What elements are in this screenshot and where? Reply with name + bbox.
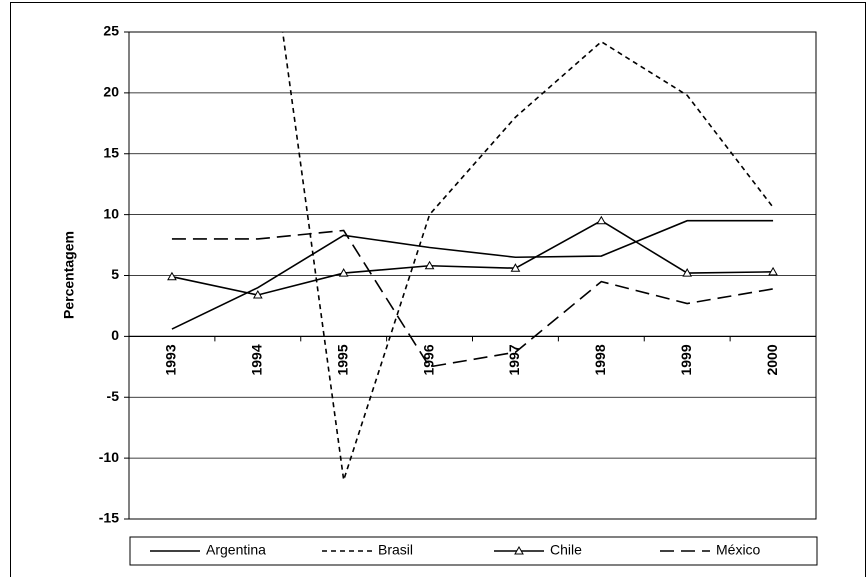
x-tick-label: 1997 xyxy=(506,344,522,375)
y-tick-label: 0 xyxy=(111,327,119,343)
marker xyxy=(596,215,607,225)
legend-marker xyxy=(514,545,524,555)
y-tick-label: 20 xyxy=(103,84,119,100)
series-line xyxy=(281,32,774,481)
plot-frame xyxy=(128,31,817,520)
y-tick-label: 25 xyxy=(103,23,119,39)
series-line xyxy=(171,219,774,330)
legend-label: Brasil xyxy=(378,542,413,558)
marker xyxy=(510,263,521,272)
y-tick-label: 15 xyxy=(103,144,119,160)
x-tick-label: 1995 xyxy=(334,344,350,375)
chart-frame xyxy=(10,2,866,577)
y-tick-label: -15 xyxy=(99,510,119,526)
legend-box xyxy=(129,536,818,566)
y-tick-label: -5 xyxy=(107,388,120,404)
y-tick-label: 5 xyxy=(111,266,119,282)
x-tick-label: 1994 xyxy=(249,344,265,375)
series-line xyxy=(171,219,774,296)
legend-label: Argentina xyxy=(206,542,266,558)
marker xyxy=(167,271,177,281)
marker xyxy=(424,260,435,270)
x-tick-label: 1996 xyxy=(420,344,436,375)
y-tick-label: 10 xyxy=(103,205,119,221)
legend-label: México xyxy=(716,542,761,558)
legend-label: Chile xyxy=(550,542,582,558)
y-tick-label: -10 xyxy=(99,449,119,465)
y-axis-label: Percentagem xyxy=(61,231,77,319)
marker xyxy=(682,268,693,277)
x-tick-label: 1993 xyxy=(163,344,179,375)
marker xyxy=(338,268,349,277)
x-tick-label: 2000 xyxy=(764,344,780,375)
x-tick-label: 1998 xyxy=(592,344,608,375)
x-tick-label: 1999 xyxy=(678,344,694,375)
marker xyxy=(768,266,778,276)
marker xyxy=(252,289,263,299)
